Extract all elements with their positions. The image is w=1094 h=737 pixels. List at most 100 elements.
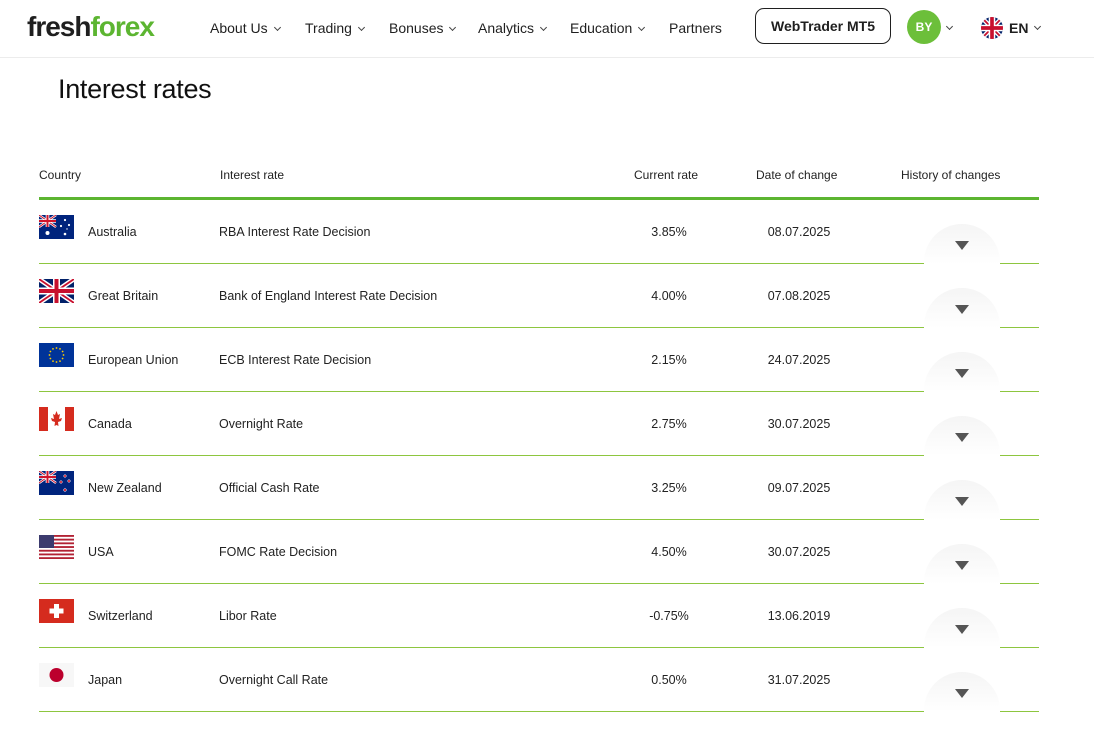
history-expand-button[interactable]: [924, 224, 1000, 264]
current-rate: 2.75%: [651, 417, 687, 431]
nav-label: Education: [570, 20, 633, 36]
chevron-down-icon: [357, 23, 365, 32]
column-header-country: Country: [39, 168, 82, 182]
country-name: European Union: [88, 353, 179, 367]
column-header-current-rate: Current rate: [634, 168, 699, 182]
table-row: Great Britain Bank of England Interest R…: [39, 264, 1039, 328]
current-rate: 4.00%: [651, 289, 687, 303]
triangle-down-icon: [955, 369, 969, 378]
user-avatar[interactable]: BY: [907, 10, 941, 44]
date-of-change: 09.07.2025: [767, 481, 831, 495]
rate-name: RBA Interest Rate Decision: [219, 225, 371, 239]
table-row: Switzerland Libor Rate -0.75% 13.06.2019: [39, 584, 1039, 648]
nav-analytics[interactable]: Analytics: [478, 19, 548, 37]
language-selector[interactable]: EN: [981, 16, 1042, 40]
new-zealand-flag-icon: [39, 471, 74, 495]
rate-name: Bank of England Interest Rate Decision: [219, 289, 438, 303]
canada-flag-icon: [39, 407, 74, 431]
nav-education[interactable]: Education: [570, 19, 646, 37]
date-of-change: 24.07.2025: [767, 353, 831, 367]
triangle-down-icon: [955, 561, 969, 570]
current-rate: -0.75%: [649, 609, 689, 623]
country-name: USA: [88, 545, 114, 559]
column-header-history: History of changes: [901, 168, 1001, 182]
country-name: Great Britain: [88, 289, 159, 303]
page-title: Interest rates: [58, 74, 212, 104]
country-name: Canada: [88, 417, 132, 431]
chevron-down-icon: [638, 23, 646, 32]
date-of-change: 30.07.2025: [767, 417, 831, 431]
triangle-down-icon: [955, 497, 969, 506]
freshforex-logo[interactable]: freshforex: [27, 11, 155, 42]
site-header: freshforex About Us Trading Bonuses Anal…: [0, 0, 1094, 58]
country-name: Japan: [88, 673, 123, 687]
nav-partners[interactable]: Partners: [669, 19, 722, 37]
nav-trading[interactable]: Trading: [305, 19, 365, 37]
table-row: New Zealand Official Cash Rate 3.25% 09.…: [39, 456, 1039, 520]
country-name: Switzerland: [88, 609, 153, 623]
nav-label: Trading: [305, 20, 352, 36]
triangle-down-icon: [955, 433, 969, 442]
nav-label: About Us: [210, 20, 268, 36]
current-rate: 0.50%: [651, 673, 687, 687]
history-expand-button[interactable]: [924, 416, 1000, 456]
language-label: EN: [1009, 20, 1029, 36]
date-of-change: 07.08.2025: [767, 289, 831, 303]
date-of-change: 31.07.2025: [767, 673, 831, 687]
usa-flag-icon: [39, 535, 74, 559]
chevron-down-icon[interactable]: [945, 22, 954, 31]
european-union-flag-icon: [39, 343, 74, 367]
country-name: Australia: [88, 225, 137, 239]
history-expand-button[interactable]: [924, 544, 1000, 584]
table-row: European Union ECB Interest Rate Decisio…: [39, 328, 1039, 392]
chevron-down-icon: [273, 23, 281, 32]
great-britain-flag-icon: [39, 279, 74, 303]
history-expand-button[interactable]: [924, 352, 1000, 392]
table-header: Country Interest rate Current rate Date …: [39, 160, 1039, 200]
nav-label: Bonuses: [389, 20, 444, 36]
rate-name: FOMC Rate Decision: [219, 545, 338, 559]
switzerland-flag-icon: [39, 599, 74, 623]
date-of-change: 13.06.2019: [767, 609, 831, 623]
interest-rates-table: Country Interest rate Current rate Date …: [39, 160, 1039, 712]
table-row: Canada Overnight Rate 2.75% 30.07.2025: [39, 392, 1039, 456]
history-expand-button[interactable]: [924, 288, 1000, 328]
australia-flag-icon: [39, 215, 74, 239]
triangle-down-icon: [955, 305, 969, 314]
current-rate: 3.25%: [651, 481, 687, 495]
nav-label: Analytics: [478, 20, 535, 36]
current-rate: 3.85%: [651, 225, 687, 239]
uk-flag-icon: [981, 17, 1003, 39]
chevron-down-icon: [1034, 22, 1042, 30]
rate-name: Libor Rate: [219, 609, 277, 623]
chevron-down-icon: [539, 23, 548, 32]
column-header-interest-rate: Interest rate: [220, 168, 285, 182]
column-header-date-of-change: Date of change: [756, 168, 838, 182]
triangle-down-icon: [955, 241, 969, 250]
rate-name: ECB Interest Rate Decision: [219, 353, 372, 367]
history-expand-button[interactable]: [924, 608, 1000, 648]
table-row: USA FOMC Rate Decision 4.50% 30.07.2025: [39, 520, 1039, 584]
table-row: Australia RBA Interest Rate Decision 3.8…: [39, 200, 1039, 264]
rate-name: Overnight Call Rate: [219, 673, 329, 687]
nav-bonuses[interactable]: Bonuses: [389, 19, 457, 37]
chevron-down-icon: [449, 23, 457, 32]
history-expand-button[interactable]: [924, 672, 1000, 712]
current-rate: 2.15%: [651, 353, 687, 367]
rate-name: Official Cash Rate: [219, 481, 320, 495]
japan-flag-icon: [39, 663, 74, 687]
table-row: Japan Overnight Call Rate 0.50% 31.07.20…: [39, 648, 1039, 712]
webtrader-mt5-button[interactable]: WebTrader MT5: [755, 8, 891, 44]
current-rate: 4.50%: [651, 545, 687, 559]
nav-label: Partners: [669, 20, 722, 36]
rate-name: Overnight Rate: [219, 417, 304, 431]
triangle-down-icon: [955, 689, 969, 698]
country-name: New Zealand: [88, 481, 162, 495]
logo-text-forex: forex: [90, 11, 154, 42]
date-of-change: 30.07.2025: [767, 545, 831, 559]
date-of-change: 08.07.2025: [767, 225, 831, 239]
nav-about-us[interactable]: About Us: [210, 19, 281, 37]
history-expand-button[interactable]: [924, 480, 1000, 520]
triangle-down-icon: [955, 625, 969, 634]
logo-text-fresh: fresh: [27, 11, 91, 42]
